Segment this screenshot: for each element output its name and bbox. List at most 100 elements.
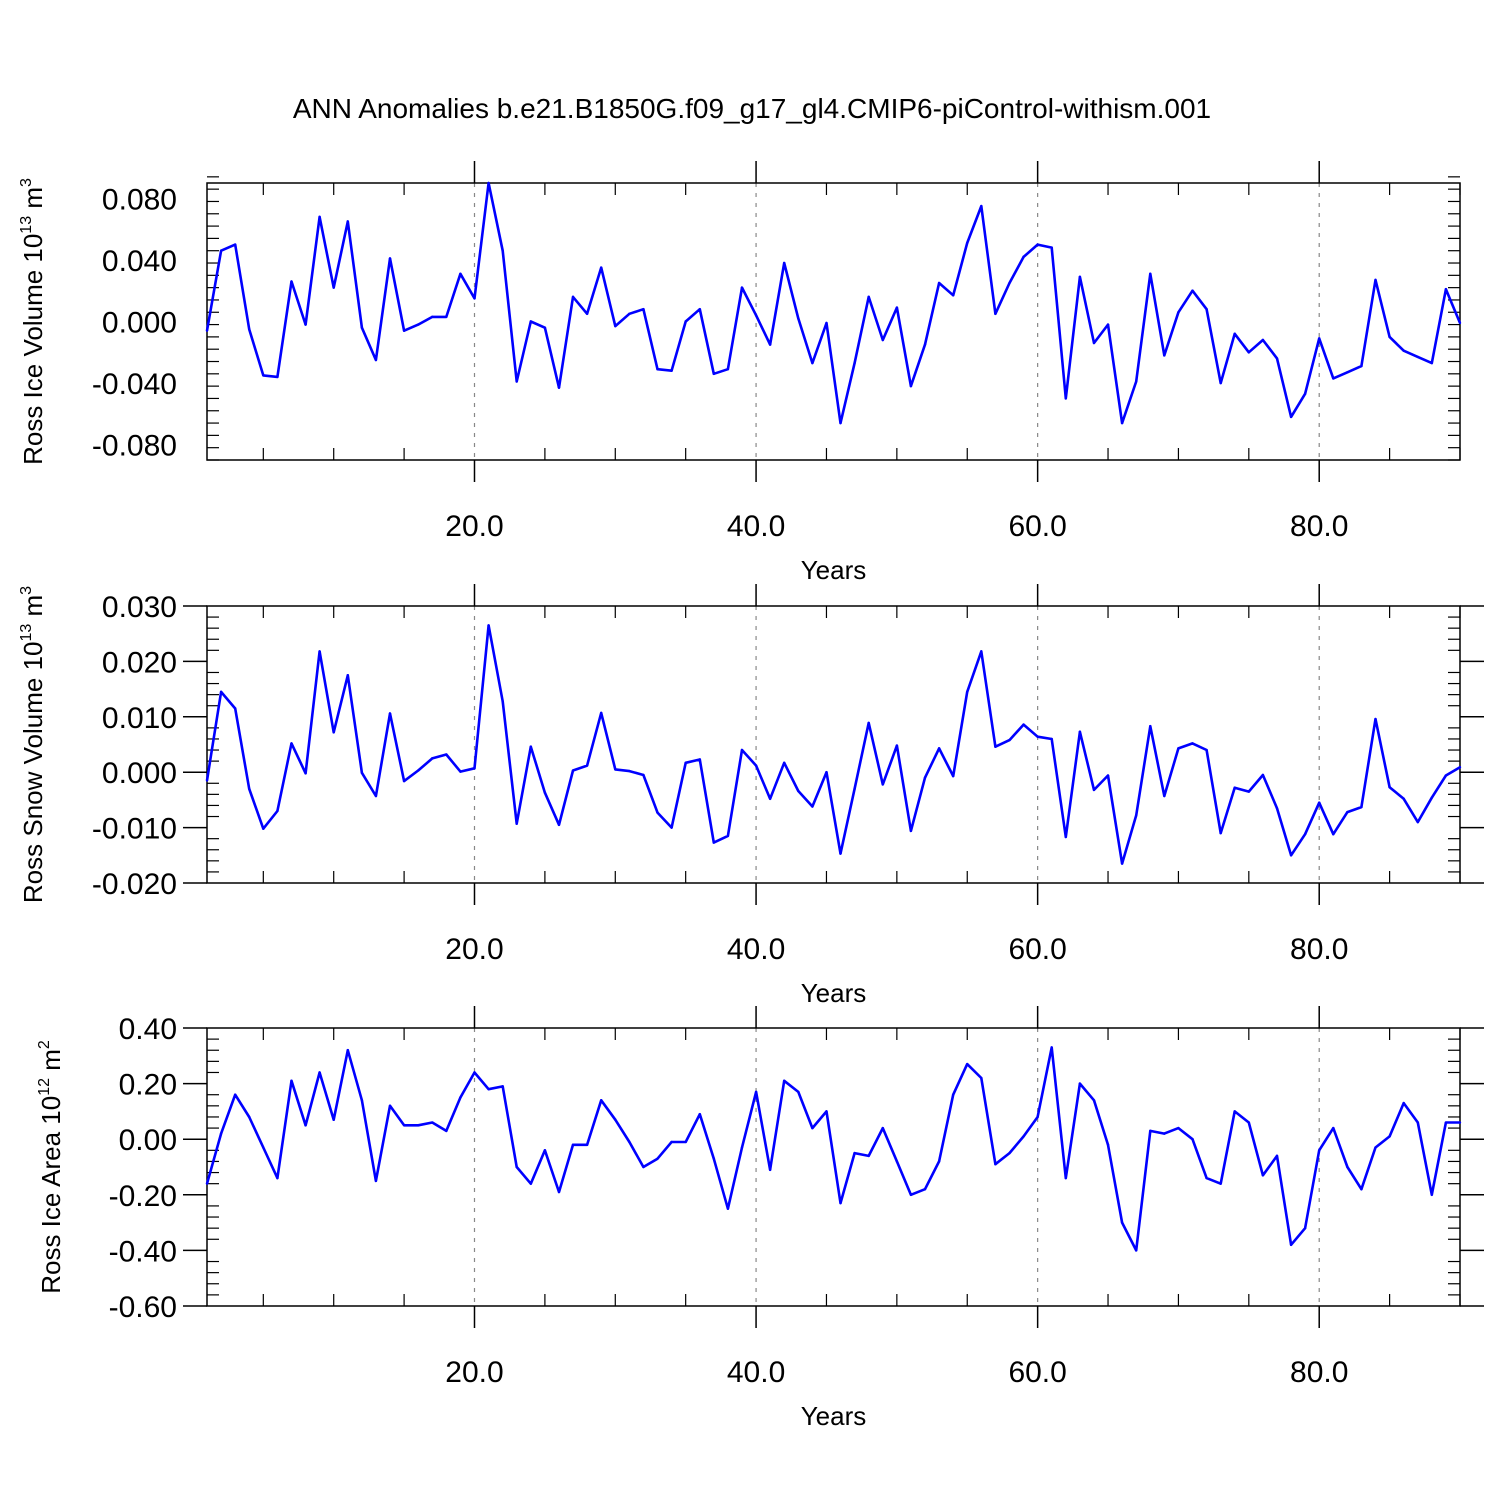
data-point [1149,725,1152,728]
data-point [881,783,884,786]
data-point [1092,341,1096,345]
data-point [1134,814,1138,817]
data-point [473,767,476,770]
data-point [304,772,307,775]
data-point [1458,321,1462,325]
data-point [628,769,631,773]
x-tick-label: 80.0 [1290,510,1348,543]
data-point [1078,275,1082,279]
y-axis-label-part: m [18,187,48,216]
y-tick-label: -0.20 [109,1180,177,1213]
data-point [1092,788,1096,792]
y-axis-label-superscript: 3 [18,178,35,187]
data-point [1008,738,1011,742]
data-point [839,852,842,855]
data-point [1318,801,1321,804]
x-tick-label: 20.0 [445,510,503,543]
data-point [346,674,349,677]
figure-title: ANN Anomalies b.e21.B1850G.f09_g17_gl4.C… [293,93,1211,124]
data-point [1416,820,1419,824]
data-point [1247,1121,1251,1124]
data-point [867,721,870,725]
data-point [1444,287,1448,291]
data-point [684,761,687,764]
y-axis-label-superscript: 13 [18,216,35,234]
data-point [248,327,251,331]
data-point [219,249,223,252]
data-point [374,1179,378,1183]
data-point [937,1160,941,1163]
data-point [1332,833,1335,836]
data-point [1022,255,1025,259]
data-point [416,323,420,326]
data-point [1177,747,1180,750]
x-tick-label: 80.0 [1290,933,1348,966]
data-point [1346,371,1349,374]
data-point [980,1076,983,1080]
data-point [1416,355,1419,359]
data-point [825,771,828,774]
data-point [585,764,589,767]
data-point [1289,1243,1293,1247]
data-point [656,811,659,814]
data-point [895,306,899,309]
data-point [262,827,265,830]
data-point [248,1115,251,1119]
data-point [628,1140,631,1144]
data-point [783,1079,786,1083]
data-point [642,1165,645,1169]
data-point [768,343,772,346]
data-point [1036,243,1039,246]
data-point [360,771,364,774]
x-tick-label: 20.0 [445,1356,503,1389]
data-point [388,1104,392,1108]
y-axis-label: Ross Ice Volume 1013 m3 [18,178,48,465]
data-point [529,1182,533,1185]
data-point [1458,1121,1462,1124]
data-point [346,220,349,223]
data-point [318,650,321,653]
data-point [402,779,406,783]
data-point [1219,1182,1222,1185]
data-point [1388,785,1391,789]
data-point [233,707,237,710]
x-axis-label: Years [801,555,867,585]
data-point [656,1157,659,1160]
plot-frame [206,605,1461,884]
data-point [712,841,716,844]
data-point [895,1160,899,1163]
y-axis-label-superscript: 12 [36,1078,53,1096]
data-point [1247,790,1251,793]
x-tick-label: 60.0 [1008,1356,1066,1389]
data-point [628,312,631,316]
data-point [459,770,462,773]
data-point [614,768,617,771]
y-tick-label: 0.20 [119,1069,177,1102]
data-point [797,317,800,320]
y-tick-label: 0.080 [102,183,177,216]
data-point [1289,415,1293,419]
data-point [909,829,913,833]
data-point [754,1090,758,1094]
data-point [923,343,927,346]
data-point [571,769,575,772]
x-tick-label: 60.0 [1008,510,1066,543]
data-point [459,1096,462,1099]
data-point [698,1112,701,1116]
data-point [1374,278,1377,282]
data-point [248,787,251,791]
data-point [445,315,448,319]
data-point [318,1071,321,1074]
data-point [811,1126,814,1130]
y-axis-label: Ross Snow Volume 1013 m3 [18,586,48,903]
data-point [1303,1226,1307,1230]
data-point [994,312,997,316]
data-point [1388,335,1391,339]
data-point [571,295,575,299]
data-point [1360,805,1363,809]
y-axis-label-part: m [18,595,48,624]
data-point [529,320,533,323]
x-axis-label: Years [801,978,867,1008]
data-point [726,1207,730,1210]
